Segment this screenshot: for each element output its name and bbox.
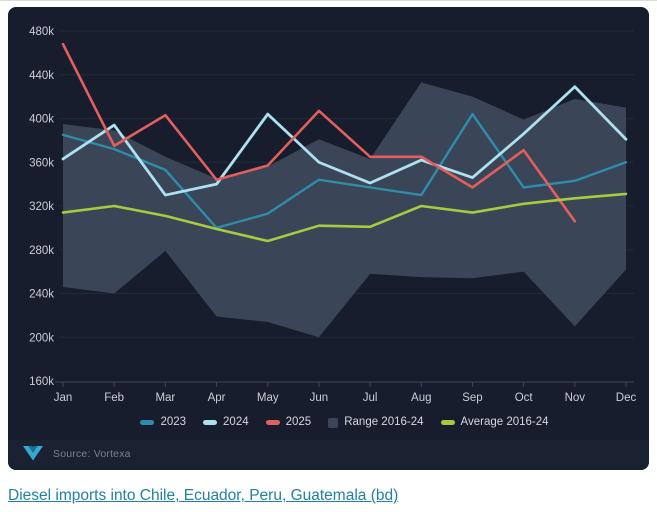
y-tick-label: 360k xyxy=(29,157,54,169)
range-band xyxy=(63,82,626,338)
legend-label: 2024 xyxy=(223,416,249,428)
legend-swatch xyxy=(440,420,455,426)
legend-item-range-2016-24[interactable]: Range 2016-24 xyxy=(328,416,424,429)
legend-label: Average 2016-24 xyxy=(460,416,549,428)
source-row: Source: Vortexa xyxy=(22,445,131,462)
legend-label: 2023 xyxy=(160,416,187,428)
y-tick-label: 400k xyxy=(29,114,54,126)
legend-item-2024[interactable]: 2024 xyxy=(203,416,249,429)
series-line-2023 xyxy=(61,112,628,230)
series-line-average-2016-24 xyxy=(61,192,628,243)
caption-row: Diesel imports into Chile, Ecuador, Peru… xyxy=(8,487,398,505)
series-line-2025 xyxy=(61,42,577,223)
legend-item-2023[interactable]: 2023 xyxy=(140,416,187,429)
legend-swatch xyxy=(265,420,280,426)
footer-bar xyxy=(8,440,649,470)
legend-swatch xyxy=(140,420,155,426)
y-tick-label: 320k xyxy=(29,201,54,213)
y-tick-label: 280k xyxy=(29,245,54,257)
x-tick-label: Aug xyxy=(411,392,431,404)
y-tick-label: 160k xyxy=(29,376,54,388)
caption-link[interactable]: Diesel imports into Chile, Ecuador, Peru… xyxy=(8,487,399,504)
y-tick-label: 440k xyxy=(29,70,54,82)
legend-swatch xyxy=(328,417,339,428)
x-tick-label: Mar xyxy=(155,392,175,404)
legend-swatch xyxy=(203,420,218,426)
x-tick-label: Dec xyxy=(616,392,637,404)
y-tick-label: 200k xyxy=(29,332,54,344)
legend-item-2025[interactable]: 2025 xyxy=(265,416,312,429)
chart-legend: 2023 2024 2025 Range 2016-24 Average 2016-24 xyxy=(63,416,626,429)
diesel-imports-line-chart: Jan Feb Mar Apr May Jun Jul Aug Sep Oct Nov Dec 160k… xyxy=(29,26,637,404)
x-tick-label: May xyxy=(257,392,279,404)
legend-item-average-2016-24[interactable]: Average 2016-24 xyxy=(440,416,549,429)
source-label: Source: Vortexa xyxy=(53,447,131,460)
x-axis: Jan Feb Mar Apr May Jun Jul Aug Sep Oct Nov Dec xyxy=(54,381,637,404)
x-tick-label: Oct xyxy=(515,392,534,404)
vortexa-logo-icon xyxy=(23,446,43,461)
y-tick-label: 480k xyxy=(29,26,54,38)
x-tick-label: Jul xyxy=(363,392,378,404)
x-tick-label: Sep xyxy=(462,392,482,404)
legend-label: 2025 xyxy=(285,416,312,428)
x-tick-label: Jan xyxy=(54,392,73,404)
legend-label: Range 2016-24 xyxy=(344,416,424,428)
series-line-2024 xyxy=(61,85,628,197)
x-tick-label: Nov xyxy=(565,392,586,404)
x-tick-label: Jun xyxy=(310,392,329,404)
x-tick-label: Apr xyxy=(208,392,226,404)
y-axis: 160k 200k 240k 280k 320k 360k 400k 440k 480k xyxy=(29,26,54,388)
y-tick-label: 240k xyxy=(29,289,54,301)
chart-panel: Jan Feb Mar Apr May Jun Jul Aug Sep Oct Nov Dec 160k… xyxy=(8,7,649,470)
x-tick-label: Feb xyxy=(104,392,124,404)
